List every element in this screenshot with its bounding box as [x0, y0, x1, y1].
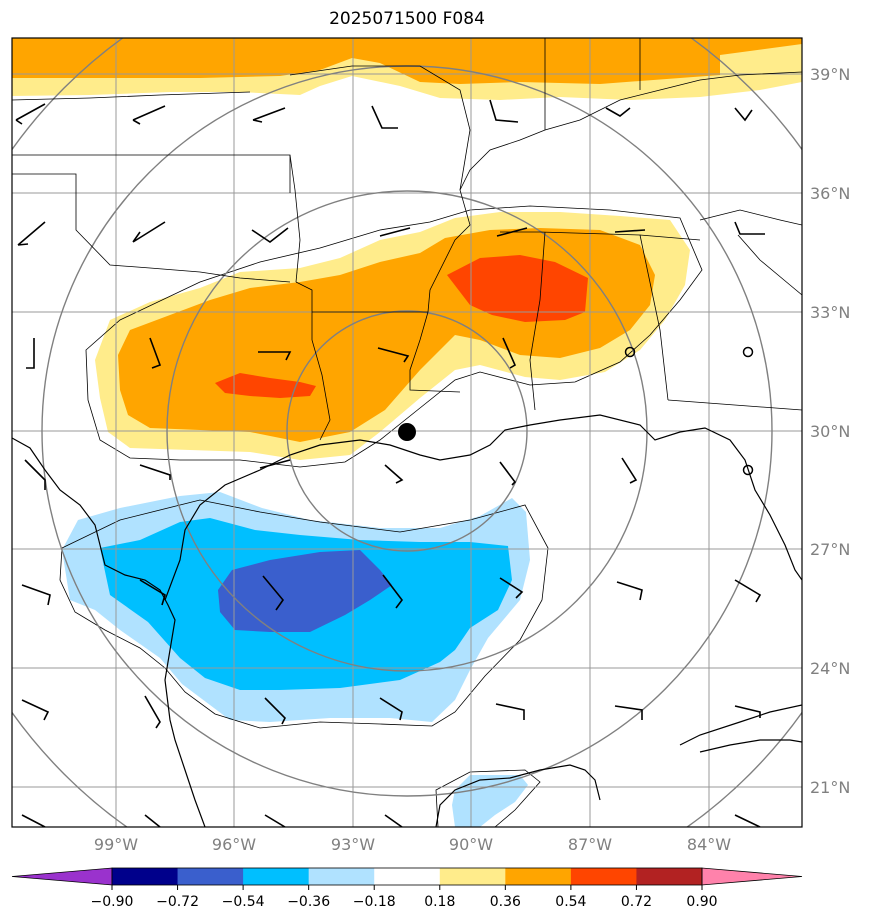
calm-icon — [742, 464, 754, 476]
colorbar-frame — [111, 867, 703, 886]
longitude-labels: 99°W 96°W 93°W 90°W 87°W 84°W — [94, 835, 731, 854]
central-positive-band — [95, 212, 690, 460]
lon-label: 99°W — [94, 835, 138, 854]
center-marker-icon — [398, 423, 416, 441]
anomaly-outlines — [59, 205, 703, 827]
colorbar-segment — [505, 868, 572, 885]
colorbar-segment — [570, 868, 637, 885]
wind-barbs — [15, 99, 765, 827]
colorbar-tick-label: −0.18 — [353, 894, 396, 910]
calm-icon — [742, 346, 754, 358]
colorbar-tick-label: −0.90 — [91, 894, 134, 910]
north-positive-band — [12, 38, 802, 100]
lat-label: 24°N — [810, 659, 850, 678]
colorbar-segment — [112, 868, 179, 885]
map-frame — [11, 37, 803, 828]
colorbar-tick-label: −0.54 — [222, 894, 265, 910]
colorbar-tick-label: 0.54 — [555, 894, 586, 910]
lat-label: 36°N — [810, 184, 850, 203]
colorbar-segment — [439, 868, 506, 885]
colorbar: −0.90 −0.72 −0.54 −0.36 −0.18 0.18 0.36 0.54 0.7… — [11, 867, 803, 910]
lat-label: 30°N — [810, 422, 850, 441]
lat-label: 33°N — [810, 303, 850, 322]
lon-label: 87°W — [568, 835, 612, 854]
calm-icon — [624, 346, 636, 358]
lat-label: 39°N — [810, 65, 850, 84]
lat-label: 21°N — [810, 778, 850, 797]
state-borders — [12, 38, 802, 441]
coastline — [12, 414, 802, 827]
colorbar-tick-label: 0.36 — [490, 894, 521, 910]
lat-label: 27°N — [810, 540, 850, 559]
colorbar-extension-high — [701, 867, 803, 886]
latitude-labels: 39°N 36°N 33°N 30°N 27°N 24°N 21°N — [810, 65, 850, 797]
lon-label: 93°W — [331, 835, 375, 854]
colorbar-segment — [177, 868, 244, 885]
calm-wind-markers — [624, 346, 754, 476]
graticule — [12, 38, 802, 827]
colorbar-tick-label: 0.90 — [686, 894, 717, 910]
colorbar-extension-low — [11, 867, 113, 886]
lon-label: 90°W — [449, 835, 493, 854]
colorbar-segment — [374, 868, 441, 885]
colorbar-segment — [636, 868, 703, 885]
colorbar-tick-label: 0.18 — [424, 894, 455, 910]
colorbar-segment — [243, 868, 310, 885]
lon-label: 84°W — [687, 835, 731, 854]
colorbar-segment — [308, 868, 375, 885]
lon-label: 96°W — [212, 835, 256, 854]
colorbar-tick-label: −0.72 — [156, 894, 199, 910]
colorbar-tick-label: −0.36 — [287, 894, 330, 910]
colorbar-tick-label: 0.72 — [621, 894, 652, 910]
map-title: 2025071500 F084 — [329, 9, 485, 29]
